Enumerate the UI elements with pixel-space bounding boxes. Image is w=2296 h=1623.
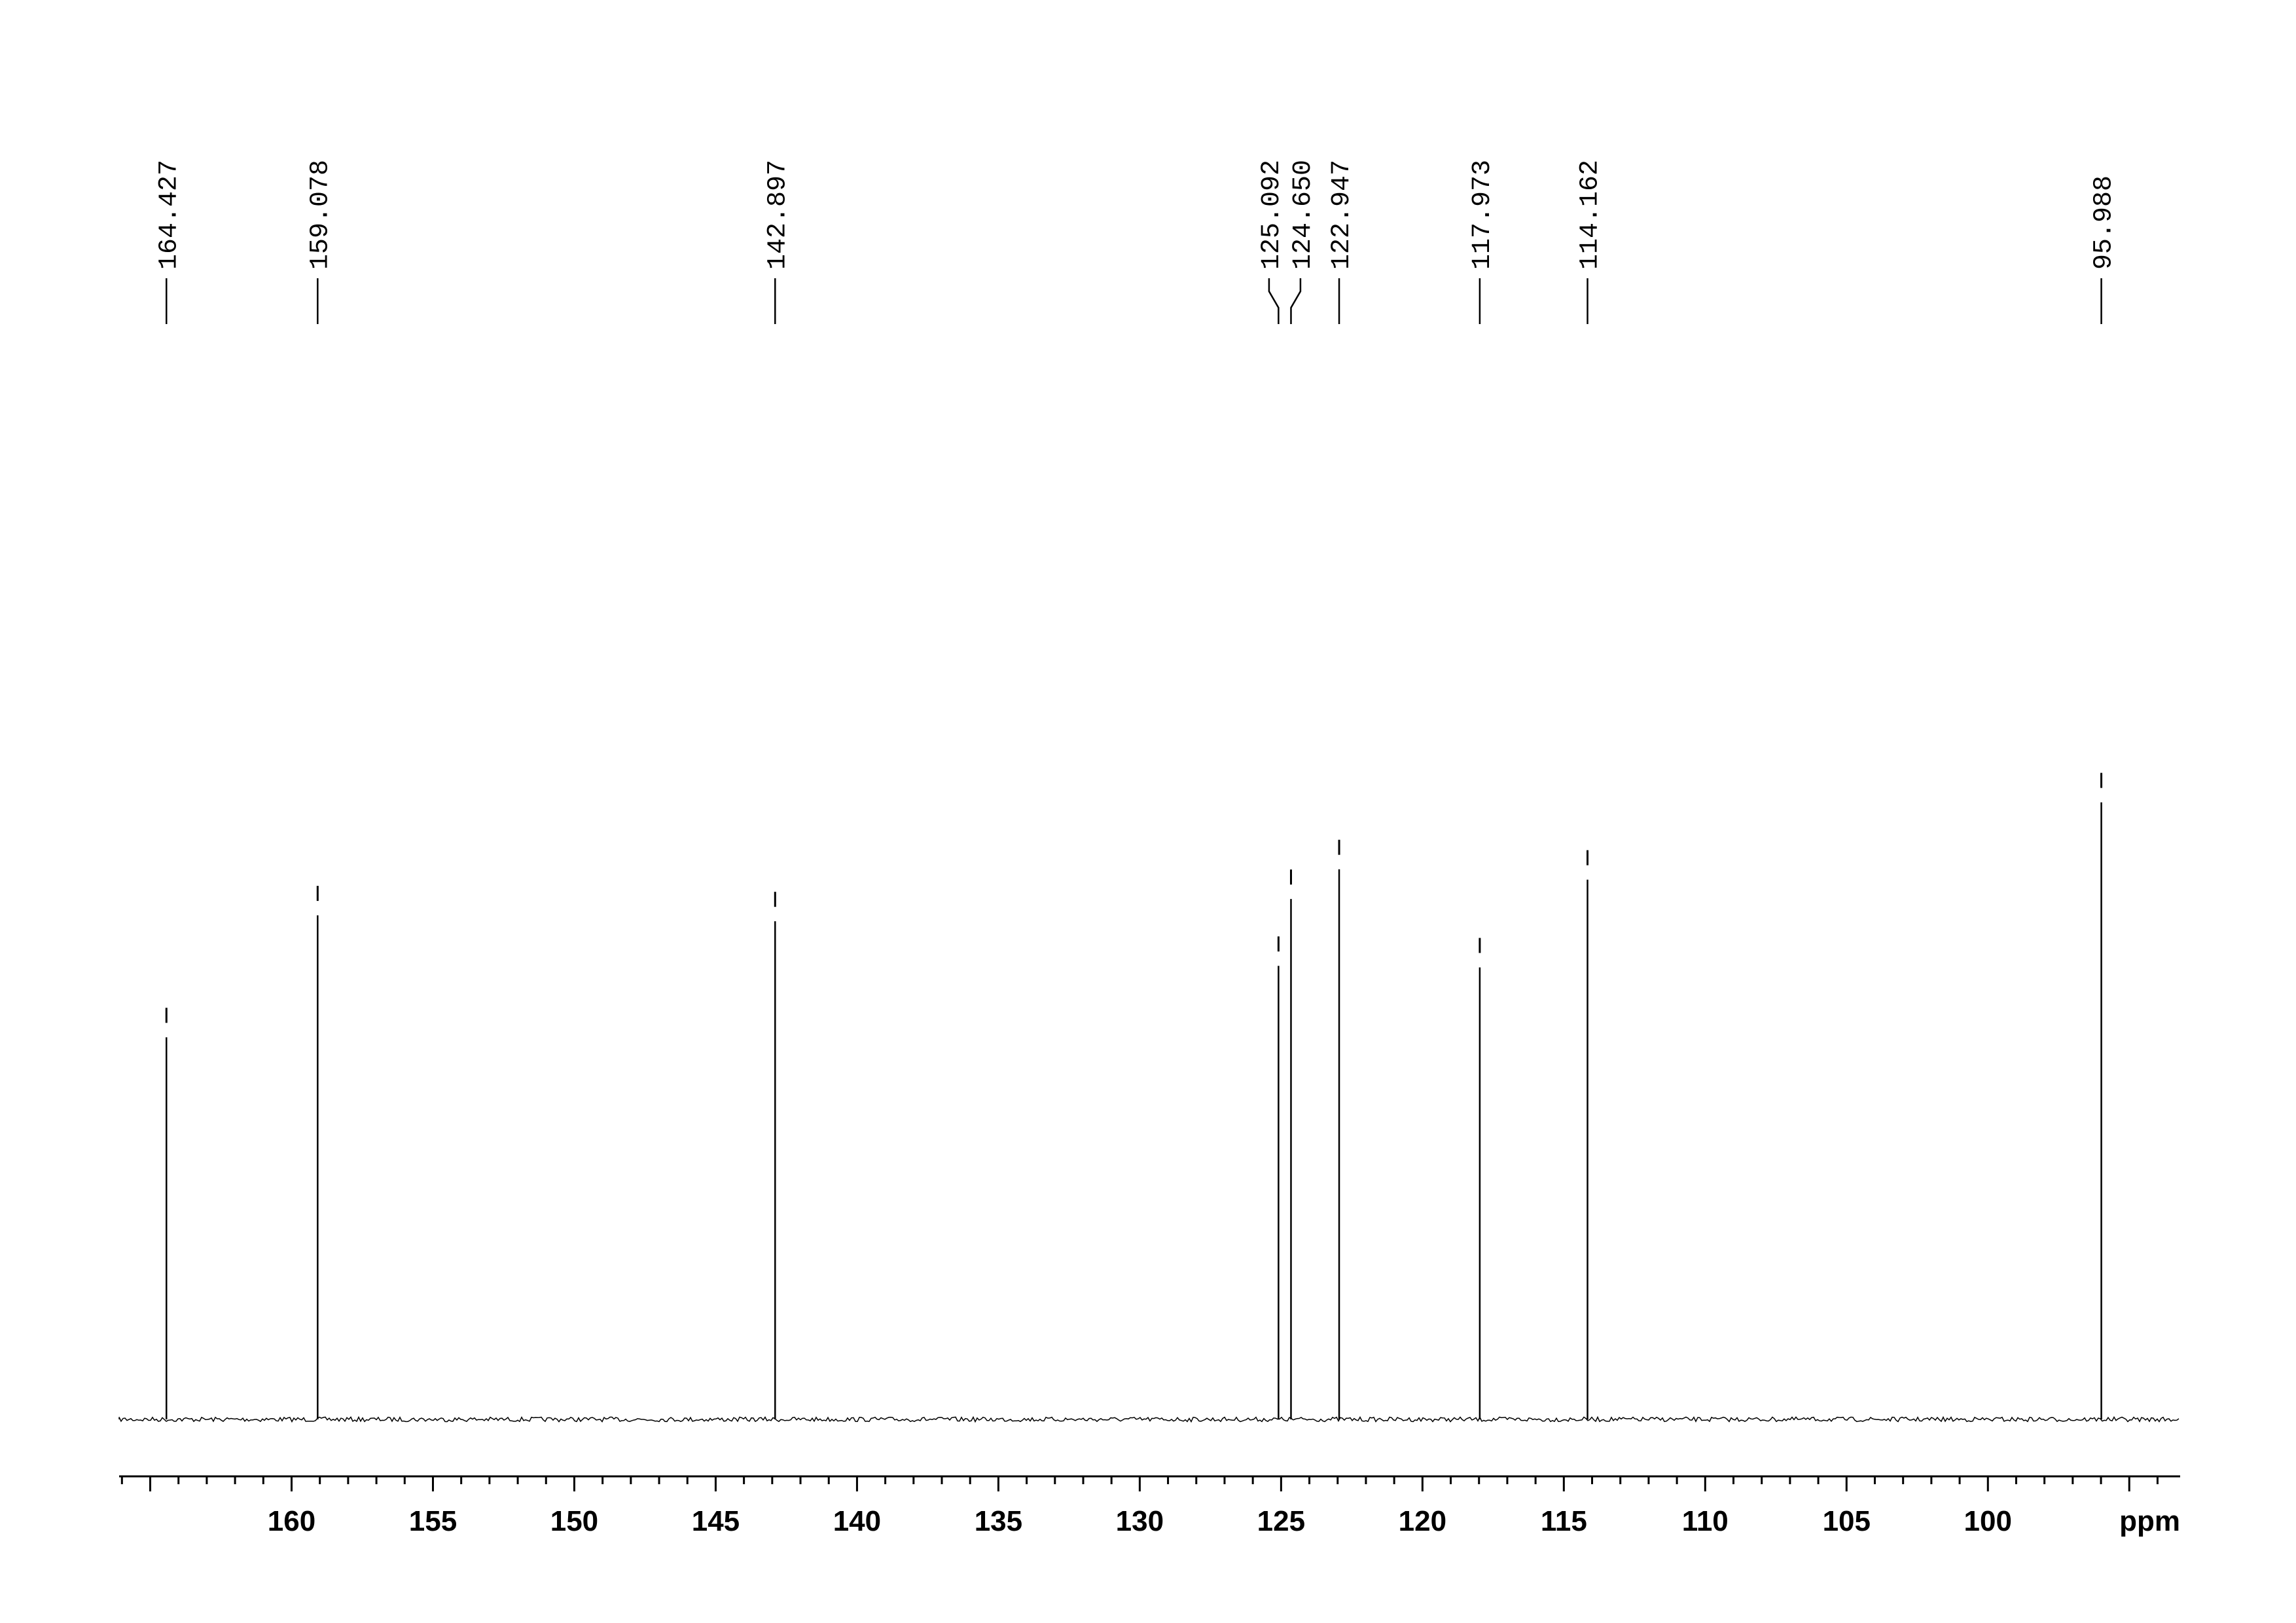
x-tick-label: 100 [1964, 1505, 2012, 1537]
x-tick-label: 130 [1116, 1505, 1164, 1537]
peak-label: 117.973 [1468, 160, 1498, 270]
x-tick-label: 110 [1682, 1505, 1729, 1537]
x-tick-label: 140 [833, 1505, 881, 1537]
x-tick-label: 145 [692, 1505, 740, 1537]
x-tick-label: 120 [1399, 1505, 1446, 1537]
x-tick-label: 150 [550, 1505, 598, 1537]
peak-label: 125.092 [1257, 160, 1287, 270]
x-tick-label: 125 [1257, 1505, 1305, 1537]
peak-label: 95.988 [2090, 175, 2119, 270]
peak-label: 159.078 [306, 160, 335, 270]
peak-label: 164.427 [154, 160, 184, 270]
x-tick-label: 135 [975, 1505, 1022, 1537]
label-leader [1268, 278, 1280, 324]
baseline-noise [118, 1415, 2179, 1423]
peak-label: 122.947 [1327, 160, 1357, 270]
x-tick-label: 160 [268, 1505, 315, 1537]
label-leader [1290, 278, 1302, 324]
x-tick-label: 105 [1823, 1505, 1871, 1537]
peak-label: 142.897 [763, 160, 793, 270]
x-axis-unit: ppm [2119, 1505, 2180, 1537]
peak-label: 114.162 [1576, 160, 1605, 270]
x-tick-label: 155 [409, 1505, 457, 1537]
x-tick-label: 115 [1541, 1505, 1587, 1537]
peak-label: 124.650 [1289, 160, 1318, 270]
baseline [118, 1415, 2179, 1423]
